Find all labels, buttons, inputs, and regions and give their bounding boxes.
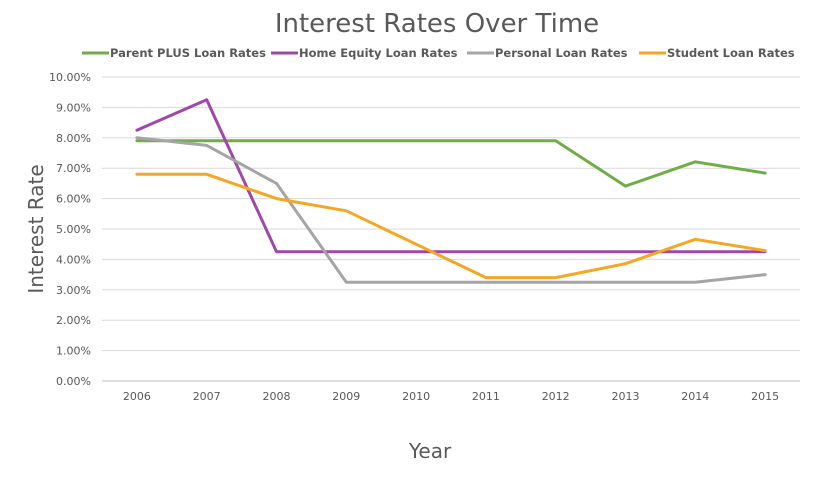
x-tick-label: 2009 (332, 390, 360, 403)
x-tick-label: 2007 (193, 390, 221, 403)
y-tick-label: 8.00% (56, 132, 91, 145)
y-tick-label: 3.00% (56, 284, 91, 297)
chart-title: Interest Rates Over Time (275, 9, 599, 39)
x-tick-label: 2011 (472, 390, 500, 403)
home-equity-loan-rates-legend-label: Home Equity Loan Rates (299, 46, 458, 60)
personal-loan-rates-legend-label: Personal Loan Rates (495, 46, 628, 60)
y-tick-label: 0.00% (56, 375, 91, 388)
series-lines (135, 98, 767, 284)
y-axis-title: Interest Rate (24, 164, 48, 293)
y-tick-label: 4.00% (56, 253, 91, 266)
student-loan-rates-legend-label: Student Loan Rates (667, 46, 795, 60)
x-tick-label: 2014 (681, 390, 709, 403)
x-tick-label: 2008 (263, 390, 291, 403)
student-loan-rates-line (135, 172, 767, 280)
y-axis-ticks: 0.00% 1.00% 2.00% 3.00% 4.00% 5.00% 6.00% 7.00%… (49, 71, 91, 388)
y-tick-label: 9.00% (56, 101, 91, 114)
y-tick-label: 6.00% (56, 193, 91, 206)
parent-plus-loan-rates-line (135, 139, 767, 188)
x-tick-label: 2012 (542, 390, 570, 403)
x-axis-title: Year (408, 439, 452, 463)
y-tick-label: 2.00% (56, 314, 91, 327)
x-tick-label: 2010 (402, 390, 430, 403)
x-tick-label: 2015 (751, 390, 779, 403)
x-tick-label: 2013 (612, 390, 640, 403)
y-tick-label: 7.00% (56, 162, 91, 175)
gridlines (102, 76, 800, 382)
legend: Parent PLUS Loan Rates Home Equity Loan R… (82, 46, 795, 60)
y-tick-label: 5.00% (56, 223, 91, 236)
y-tick-label: 1.00% (56, 345, 91, 358)
x-tick-label: 2006 (123, 390, 151, 403)
y-tick-label: 10.00% (49, 71, 91, 84)
parent-plus-loan-rates-legend-label: Parent PLUS Loan Rates (110, 46, 266, 60)
x-axis-ticks: 2006 2007 2008 2009 2010 2011 2012 2013 2014 2015 (123, 390, 779, 403)
personal-loan-rates-line (135, 136, 767, 284)
